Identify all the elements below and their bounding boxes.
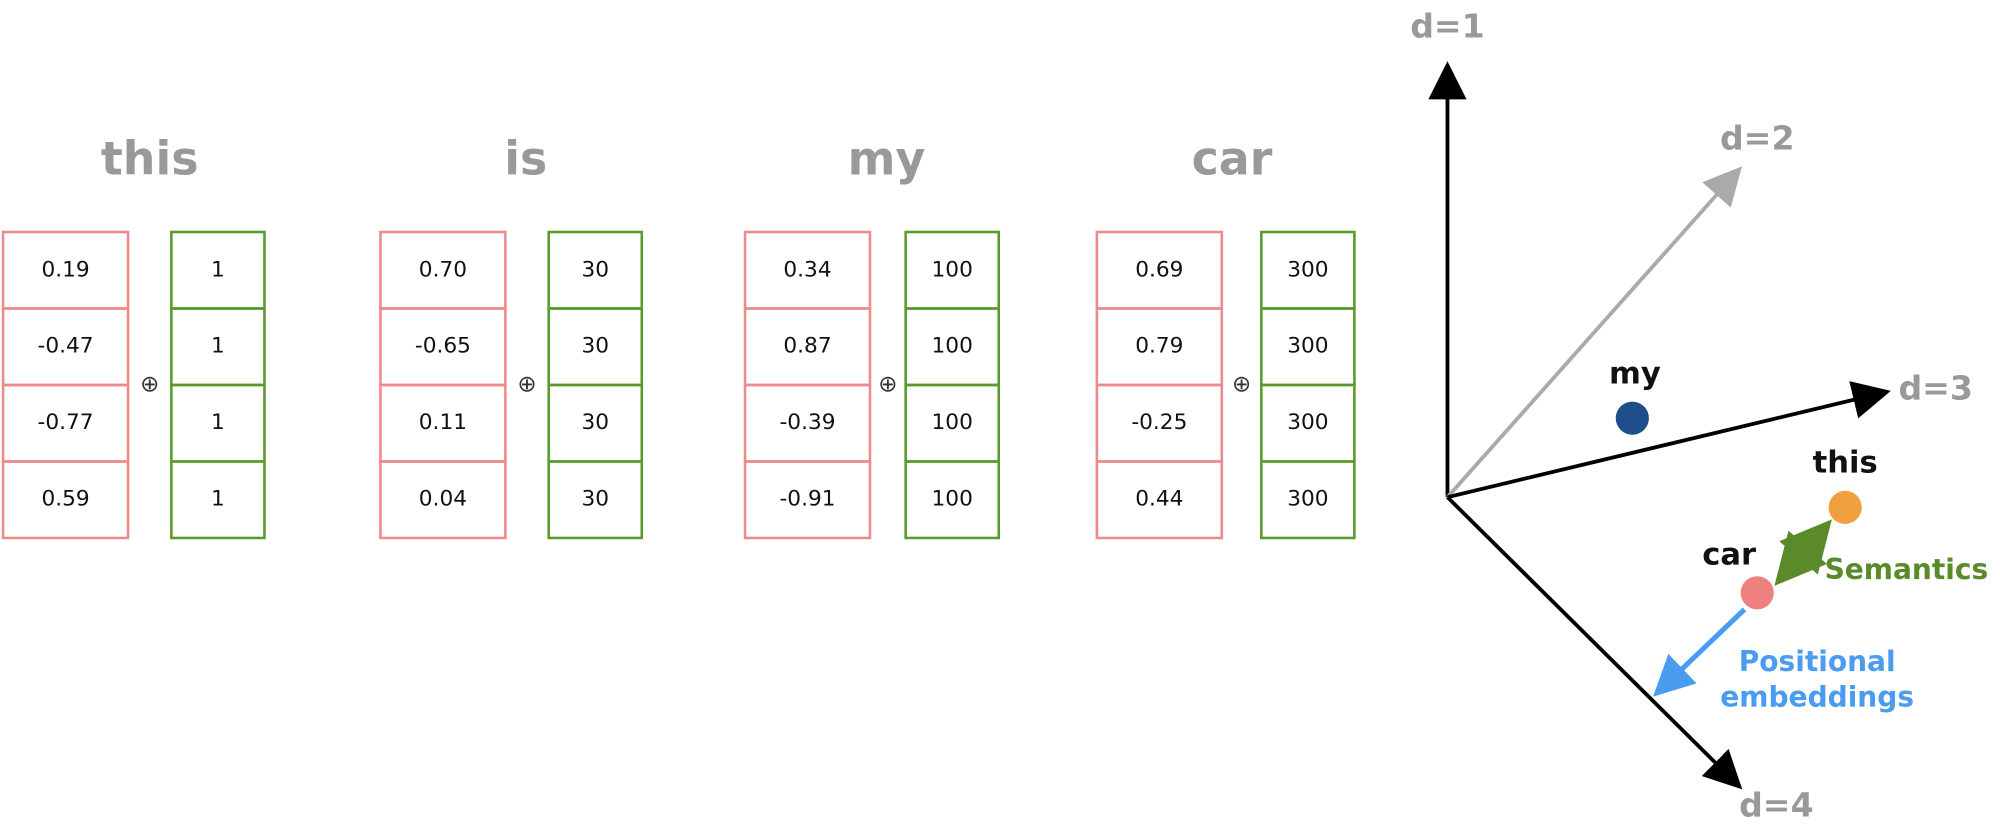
axis-label: d=4 <box>1739 785 1814 824</box>
embedding-value: 0.69 <box>1135 257 1183 282</box>
embedding-cell <box>379 460 507 540</box>
word-title: car <box>1192 131 1273 185</box>
embedding-value: 0.11 <box>419 410 467 435</box>
axis <box>1446 166 1742 499</box>
position-value: 100 <box>932 257 973 282</box>
position-value: 100 <box>932 410 973 435</box>
point <box>1740 576 1774 610</box>
embedding-value: -0.39 <box>779 410 835 435</box>
embedding-cell <box>1095 460 1224 540</box>
position-value: 300 <box>1287 487 1328 512</box>
position-cell <box>1260 460 1356 540</box>
operator: ⊕ <box>517 371 536 397</box>
axis-label: d=3 <box>1898 369 1973 408</box>
embedding-value: -0.91 <box>779 487 835 512</box>
embedding-value: -0.47 <box>38 334 94 359</box>
position-value: 30 <box>581 257 609 282</box>
point-label: car <box>1702 537 1756 572</box>
semantics-label: Semantics <box>1825 553 1989 586</box>
axis <box>1446 495 1743 790</box>
positional-label: Positional <box>1739 645 1896 678</box>
position-value: 300 <box>1287 257 1328 282</box>
axis-label: d=1 <box>1410 7 1485 46</box>
position-cell <box>547 460 644 540</box>
embedding-value: 0.59 <box>41 487 89 512</box>
position-cell <box>904 460 1001 540</box>
embedding-value: -0.25 <box>1131 410 1187 435</box>
embedding-value: 0.44 <box>1135 487 1183 512</box>
semantics-arrow <box>1774 519 1832 586</box>
embedding-value: 0.19 <box>41 257 89 282</box>
position-value: 1 <box>211 334 225 359</box>
position-value: 30 <box>581 334 609 359</box>
positional-label: embeddings <box>1720 681 1914 714</box>
point <box>1828 490 1862 524</box>
position-value: 1 <box>211 410 225 435</box>
operator: ⊕ <box>140 371 159 397</box>
embedding-cell <box>1 460 130 540</box>
embedding-value: 0.79 <box>1135 334 1183 359</box>
axis <box>1447 381 1891 500</box>
embedding-value: 0.87 <box>783 334 831 359</box>
vector-space: d=1 d=2 d=3 d=4 my this car Semantics Po… <box>1410 7 1988 825</box>
word-title: is <box>504 131 547 185</box>
position-value: 300 <box>1287 334 1328 359</box>
position-value: 300 <box>1287 410 1328 435</box>
position-value: 30 <box>581 487 609 512</box>
point-label: my <box>1609 356 1661 391</box>
embedding-value: -0.77 <box>38 410 94 435</box>
word-title: my <box>848 131 926 185</box>
embedding-tables: this 0.19 -0.47 -0.77 0.59 1 1 1 1 ⊕ is 0.70 -0.65 0.… <box>1 131 1356 540</box>
position-value: 30 <box>581 410 609 435</box>
point <box>1615 401 1649 435</box>
embedding-value: 0.34 <box>783 257 831 282</box>
position-value: 1 <box>211 257 225 282</box>
position-value: 100 <box>932 487 973 512</box>
word-title: this <box>101 131 199 185</box>
axis-label: d=2 <box>1720 119 1795 158</box>
embedding-value: -0.65 <box>415 334 471 359</box>
position-value: 1 <box>211 487 225 512</box>
embedding-cell <box>743 460 872 540</box>
operator: ⊕ <box>1232 371 1251 397</box>
position-cell <box>170 460 266 540</box>
point-label: this <box>1813 446 1878 481</box>
position-value: 100 <box>932 334 973 359</box>
positional-arrow <box>1652 607 1747 697</box>
operator: ⊕ <box>878 371 897 397</box>
embedding-value: 0.04 <box>419 487 467 512</box>
embedding-value: 0.70 <box>419 257 467 282</box>
